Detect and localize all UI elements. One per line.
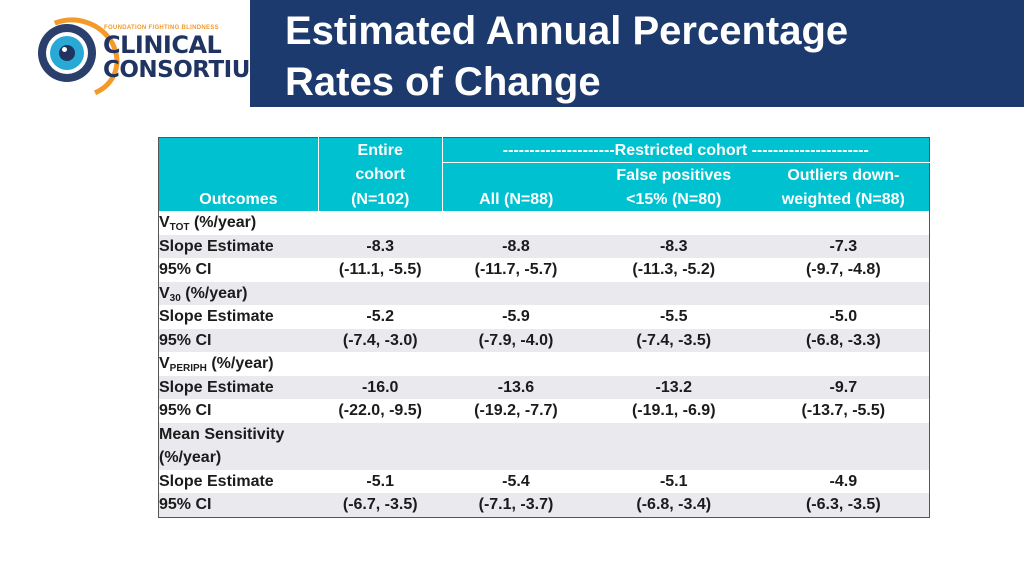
logo-tagline: FOUNDATION FIGHTING BLINDNESS: [104, 25, 219, 31]
row-label: Slope Estimate: [158, 469, 319, 493]
cell: (-6.8, -3.4): [589, 493, 758, 517]
header-outcomes: Outcomes: [158, 137, 319, 211]
group-row: VPERIPH (%/year): [158, 352, 930, 376]
cell: (-7.4, -3.5): [589, 328, 758, 352]
header-entire-line1: Entire: [317, 137, 443, 163]
header-fp-line1: False positives: [589, 162, 758, 187]
cell: -5.1: [589, 469, 758, 493]
group-label-vperiph: VPERIPH (%/year): [158, 352, 319, 376]
cell: (-13.7, -5.5): [757, 399, 930, 423]
logo: FOUNDATION FIGHTING BLINDNESS CLINICAL C…: [0, 0, 273, 111]
cell: -7.3: [757, 234, 930, 258]
group-row: (%/year): [158, 446, 930, 470]
cell: -5.0: [757, 305, 930, 329]
cell: (-11.1, -5.5): [318, 258, 443, 282]
row-label: Slope Estimate: [158, 234, 319, 258]
cell: -5.1: [318, 469, 443, 493]
cell: (-6.7, -3.5): [318, 493, 443, 517]
header-entire-line3: (N=102): [317, 187, 443, 211]
cell: -16.0: [318, 375, 443, 399]
slide-title: Estimated Annual Percentage Rates of Cha…: [285, 6, 985, 108]
cell: -4.9: [757, 469, 930, 493]
cell: (-22.0, -9.5): [318, 399, 443, 423]
table-row: 95% CI (-6.7, -3.5) (-7.1, -3.7) (-6.8, …: [158, 493, 930, 517]
cell: (-6.3, -3.5): [757, 493, 930, 517]
cell: (-19.1, -6.9): [589, 399, 758, 423]
table-row: 95% CI (-22.0, -9.5) (-19.2, -7.7) (-19.…: [158, 399, 930, 423]
header-band: [250, 0, 1024, 107]
cell: -5.9: [442, 305, 590, 329]
cell: -8.8: [442, 234, 590, 258]
row-label: 95% CI: [158, 328, 319, 352]
row-label: 95% CI: [158, 258, 319, 282]
group-row: V30 (%/year): [158, 281, 930, 305]
cell: -13.2: [589, 375, 758, 399]
group-label-vtot: VTOT (%/year): [158, 211, 319, 235]
title-line-1: Estimated Annual Percentage: [285, 9, 849, 53]
cell: (-11.7, -5.7): [442, 258, 590, 282]
header-od-line1: Outliers down-: [757, 162, 930, 187]
header-restricted-cohort: ---------------------Restricted cohort -…: [441, 137, 930, 163]
row-label: Slope Estimate: [158, 375, 319, 399]
table-row: Slope Estimate -5.2 -5.9 -5.5 -5.0: [158, 305, 930, 329]
group-label-mean-sensitivity: Mean Sensitivity: [158, 422, 319, 446]
results-table: Outcomes Entire ---------------------Res…: [158, 137, 930, 518]
group-label-mean-sensitivity-unit: (%/year): [158, 446, 319, 470]
cell: -13.6: [442, 375, 590, 399]
logo-line-consortium: CONSORTIUM: [103, 57, 273, 83]
header-entire-line2: cohort: [317, 162, 443, 187]
cell: -9.7: [757, 375, 930, 399]
cell: (-7.1, -3.7): [442, 493, 590, 517]
table-row: Slope Estimate -5.1 -5.4 -5.1 -4.9: [158, 469, 930, 493]
title-line-2: Rates of Change: [285, 60, 601, 104]
table-row: 95% CI (-7.4, -3.0) (-7.9, -4.0) (-7.4, …: [158, 328, 930, 352]
cell: -5.2: [318, 305, 443, 329]
cell: (-19.2, -7.7): [442, 399, 590, 423]
table-row: 95% CI (-11.1, -5.5) (-11.7, -5.7) (-11.…: [158, 258, 930, 282]
group-label-v30: V30 (%/year): [158, 281, 319, 305]
table-row: Slope Estimate -16.0 -13.6 -13.2 -9.7: [158, 375, 930, 399]
cell: -8.3: [589, 234, 758, 258]
header-fp-line2: <15% (N=80): [589, 187, 758, 211]
row-label: Slope Estimate: [158, 305, 319, 329]
group-row: Mean Sensitivity: [158, 422, 930, 446]
row-label: 95% CI: [158, 399, 319, 423]
group-row: VTOT (%/year): [158, 211, 930, 235]
cell: (-7.9, -4.0): [442, 328, 590, 352]
cell: (-9.7, -4.8): [757, 258, 930, 282]
row-label: 95% CI: [158, 493, 319, 517]
cell: -8.3: [318, 234, 443, 258]
table-row: Slope Estimate -8.3 -8.8 -8.3 -7.3: [158, 234, 930, 258]
header-od-line2: weighted (N=88): [757, 187, 930, 211]
cell: -5.5: [589, 305, 758, 329]
cell: (-6.8, -3.3): [757, 328, 930, 352]
header-all: All (N=88): [441, 187, 590, 211]
eye-icon: [38, 24, 96, 82]
cell: (-11.3, -5.2): [589, 258, 758, 282]
cell: (-7.4, -3.0): [318, 328, 443, 352]
cell: -5.4: [442, 469, 590, 493]
logo-line-clinical: CLINICAL: [103, 31, 222, 59]
